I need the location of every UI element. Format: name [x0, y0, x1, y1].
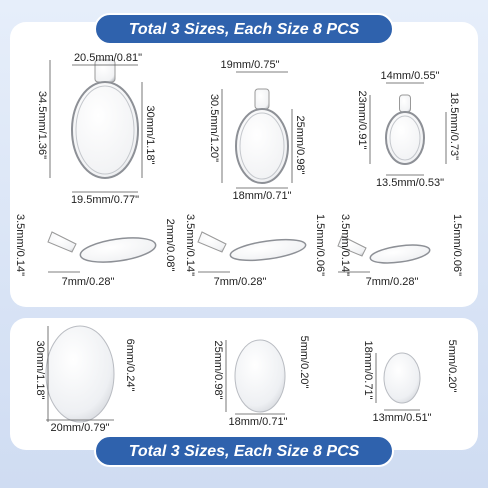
- dimension-label: 34.5mm/1.36": [36, 91, 48, 159]
- dimension-label: 7mm/0.28": [366, 276, 419, 288]
- bail: [254, 88, 270, 110]
- side-bail: [197, 231, 227, 253]
- dimension-label: 6mm/0.24": [124, 339, 136, 392]
- dimension-label: 30mm/1.18": [144, 106, 156, 165]
- glass-cabochon: [45, 325, 115, 423]
- dimension-label: 5mm/0.20": [446, 340, 458, 393]
- pendant-inner: [239, 112, 285, 180]
- dimension-label: 7mm/0.28": [62, 276, 115, 288]
- glass-cabochon: [234, 339, 286, 413]
- dimension-label: 20.5mm/0.81": [74, 52, 142, 64]
- dimension-label: 18mm/0.71": [362, 341, 374, 400]
- dimension-label: 18mm/0.71": [233, 190, 292, 202]
- side-bail: [47, 231, 77, 253]
- header-title: Total 3 Sizes, Each Size 8 PCS: [129, 21, 360, 38]
- dimension-label: 2mm/0.08": [164, 219, 176, 272]
- bail: [399, 94, 411, 113]
- footer-title: Total 3 Sizes, Each Size 8 PCS: [129, 443, 360, 460]
- pendant-tray: [235, 108, 289, 184]
- side-tray: [229, 238, 307, 262]
- dimension-label: 7mm/0.28": [214, 276, 267, 288]
- dimension-label: 3.5mm/0.14": [14, 214, 26, 276]
- pendant-inner: [75, 85, 135, 175]
- side-tray: [369, 244, 431, 264]
- dimension-label: 3.5mm/0.14": [339, 214, 351, 276]
- dimension-label: 25mm/0.98": [212, 341, 224, 400]
- dimension-label: 1.5mm/0.06": [451, 214, 463, 276]
- dimension-label: 5mm/0.20": [298, 336, 310, 389]
- dimension-label: 23mm/0.91": [356, 91, 368, 150]
- dimension-label: 3.5mm/0.14": [184, 214, 196, 276]
- pendant-inner: [389, 115, 421, 161]
- header-banner: [94, 13, 394, 45]
- dimension-label: 30mm/1.18": [34, 341, 46, 400]
- dimension-label: 13mm/0.51": [373, 412, 432, 424]
- dimension-label: 19.5mm/0.77": [71, 194, 139, 206]
- dimension-label: 18.5mm/0.73": [448, 92, 460, 160]
- dimension-label: 14mm/0.55": [381, 70, 440, 82]
- side-bail: [337, 235, 367, 257]
- dimension-label: 1.5mm/0.06": [314, 214, 326, 276]
- glass-cabochon: [383, 352, 421, 404]
- dimension-label: 18mm/0.71": [229, 416, 288, 428]
- dimension-label: 19mm/0.75": [221, 59, 280, 71]
- footer-banner: [94, 435, 394, 467]
- dimension-label: 25mm/0.98": [294, 116, 306, 175]
- artwork: 20.5mm/0.81" 34.5mm/1.36" 30mm/1.18" 19.5mm…: [14, 52, 463, 434]
- dimension-label: 13.5mm/0.53": [376, 177, 444, 189]
- pendant-tray: [385, 111, 425, 165]
- side-tray: [79, 237, 157, 263]
- dimension-label: 20mm/0.79": [51, 422, 110, 434]
- pendant-tray: [71, 81, 139, 179]
- dimension-label: 30.5mm/1.20": [208, 94, 220, 162]
